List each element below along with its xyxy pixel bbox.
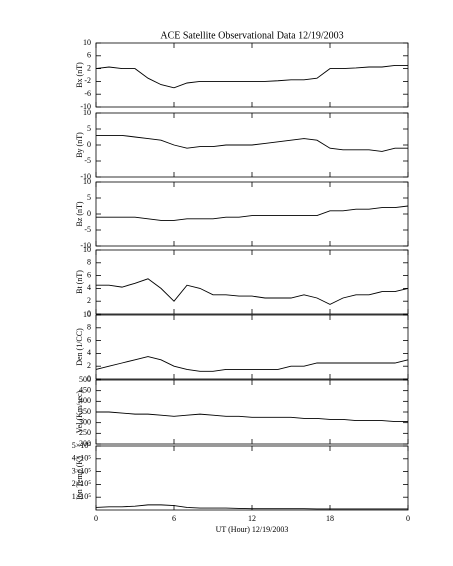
- y-tick-label: -5: [84, 225, 91, 234]
- y-tick-label: 200: [79, 439, 91, 448]
- y-tick-label: -2: [84, 76, 91, 85]
- y-tick-label: -10: [80, 102, 91, 111]
- y-tick-label: 500: [79, 375, 91, 384]
- data-line: [95, 504, 408, 510]
- y-tick-label: 5×10⁵: [72, 441, 92, 450]
- y-axis-label: Vel (Km/sec): [75, 390, 84, 433]
- y-tick-label: 450: [79, 385, 91, 394]
- y-tick-label: 250: [79, 428, 91, 437]
- y-tick-label: -10: [80, 172, 91, 181]
- y-tick-label: 2: [87, 296, 91, 305]
- data-line: [96, 278, 409, 305]
- y-axis-label: By (nT): [75, 132, 84, 158]
- y-tick-label: 350: [79, 407, 91, 416]
- y-axis-label: Bt (nT): [75, 270, 84, 294]
- data-line: [95, 64, 408, 89]
- y-tick-label: 4×10⁵: [72, 454, 92, 463]
- y-tick-label: 2×10⁵: [72, 479, 92, 488]
- y-tick-label: 5: [87, 124, 91, 133]
- y-tick-label: 0: [87, 309, 91, 318]
- y-tick-label: 4: [87, 283, 91, 292]
- y-tick-label: 10: [83, 38, 91, 47]
- y-tick-label: 10: [83, 245, 91, 254]
- y-tick-label: 10: [83, 310, 91, 319]
- panel-frame: [95, 42, 409, 108]
- y-tick-label: 6: [87, 270, 91, 279]
- y-tick-label: 5: [87, 193, 91, 202]
- y-tick-label: 10: [83, 177, 91, 186]
- chart-title: ACE Satellite Observational Data 12/19/2…: [160, 30, 343, 41]
- y-tick-label: 0: [87, 140, 91, 149]
- x-tick-label: 6: [172, 514, 176, 523]
- data-line: [96, 134, 408, 152]
- x-tick-label: 18: [326, 514, 334, 523]
- y-axis-label: Bx (nT): [75, 62, 84, 88]
- x-tick-label: 12: [248, 514, 256, 523]
- panel-frame: [95, 379, 409, 445]
- panel-frame: [95, 249, 409, 315]
- panel-frame: [95, 181, 409, 247]
- y-axis-label: Bz (nT): [75, 201, 84, 226]
- y-tick-label: 1×10⁵: [72, 492, 92, 501]
- y-tick-label: 0: [87, 374, 91, 383]
- y-tick-label: 8: [87, 258, 91, 267]
- y-tick-label: 400: [79, 396, 91, 405]
- data-line: [96, 205, 409, 221]
- y-tick-label: 10: [83, 108, 91, 117]
- y-tick-label: 2: [87, 361, 91, 370]
- y-tick-label: 6: [87, 335, 91, 344]
- y-tick-label: 4: [87, 348, 91, 357]
- data-line: [96, 411, 408, 423]
- y-tick-label: 6: [87, 51, 91, 60]
- y-tick-label: 8: [87, 323, 91, 332]
- y-axis-label: Ion Temp (K): [75, 456, 84, 500]
- y-axis-label: Den (1/CC): [75, 328, 84, 366]
- y-tick-label: 3×10⁵: [72, 466, 92, 475]
- y-tick-label: 300: [79, 417, 91, 426]
- y-tick-label: 0: [87, 209, 91, 218]
- x-axis-label: UT (Hour) 12/19/2003: [216, 525, 289, 534]
- y-tick-label: -6: [84, 89, 91, 98]
- y-tick-label: 2: [87, 63, 91, 72]
- data-line: [95, 356, 409, 372]
- x-tick-label: 0: [94, 514, 98, 523]
- y-tick-label: -5: [84, 156, 91, 165]
- panel-frame: [95, 445, 409, 511]
- x-tick-label: 0: [406, 514, 410, 523]
- y-tick-label: -10: [80, 241, 91, 250]
